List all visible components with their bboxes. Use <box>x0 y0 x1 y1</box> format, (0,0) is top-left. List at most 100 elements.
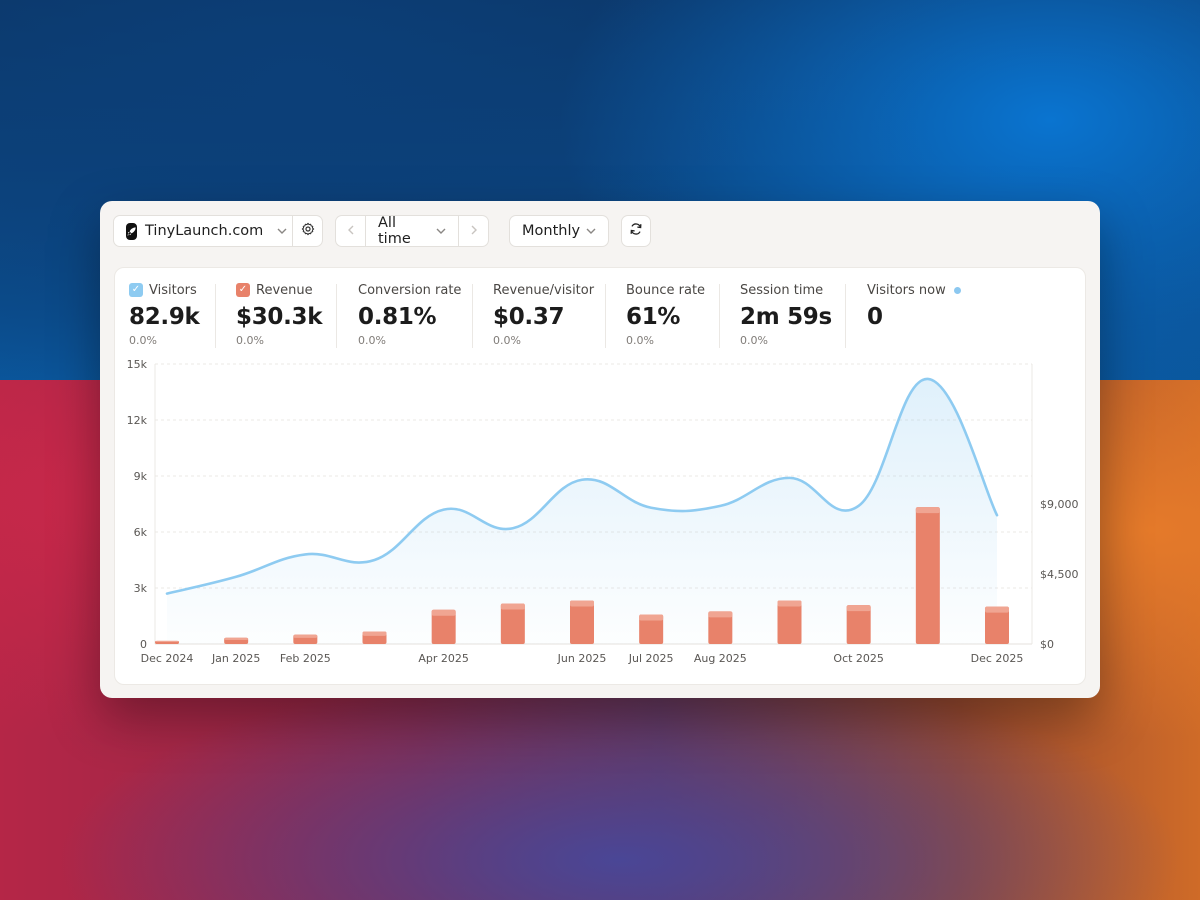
check-icon[interactable]: ✓ <box>129 283 143 297</box>
chevron-down-icon <box>436 226 446 237</box>
metric-session-time[interactable]: Session time 2m 59s 0.0% <box>719 282 845 352</box>
metric-label: Bounce rate <box>626 282 706 298</box>
revenue-bar-cap <box>224 637 249 640</box>
metric-label: Visitors <box>149 282 197 298</box>
revenue-bar-cap <box>985 606 1009 613</box>
revenue-bar <box>639 614 664 644</box>
check-icon[interactable]: ✓ <box>236 283 250 297</box>
chevron-right-icon <box>471 224 477 238</box>
metric-revenue-per-visitor[interactable]: Revenue/visitor $0.37 0.0% <box>472 282 605 352</box>
metric-value: 0 <box>867 304 883 330</box>
metric-label: Revenue <box>256 282 313 298</box>
x-tick-label: Jun 2025 <box>557 652 607 665</box>
chevron-left-icon <box>347 224 354 238</box>
metric-value: $0.37 <box>493 304 565 330</box>
date-range-selector[interactable]: All time <box>365 215 459 247</box>
revenue-bar-cap <box>639 614 664 621</box>
metric-label: Conversion rate <box>358 282 462 298</box>
revenue-bar <box>570 600 594 644</box>
revenue-bar-body <box>639 614 664 644</box>
revenue-bar-body <box>570 600 594 644</box>
revenue-bar <box>155 640 179 644</box>
left-tick-label: 0 <box>140 638 147 651</box>
x-tick-label: Aug 2025 <box>694 652 747 665</box>
left-tick-label: 6k <box>134 526 148 539</box>
revenue-bar <box>915 507 940 644</box>
metric-visitors[interactable]: ✓ Visitors 82.9k 0.0% <box>115 282 215 352</box>
metric-label-row: ✓ Visitors <box>129 282 215 298</box>
metric-change: 0.0% <box>626 334 654 347</box>
chevron-down-icon <box>277 226 287 237</box>
metric-label-row: ✓ Revenue <box>236 282 336 298</box>
revenue-bar-body <box>431 609 456 644</box>
metric-revenue[interactable]: ✓ Revenue $30.3k 0.0% <box>215 282 336 352</box>
revenue-bar-cap <box>915 507 940 514</box>
revenue-bar <box>224 637 249 644</box>
site-selector-group: TinyLaunch.com <box>113 215 323 247</box>
revenue-bar-body <box>500 603 525 644</box>
left-axis: 15k 12k 9k 6k 3k 0 <box>127 358 148 651</box>
metric-label: Revenue/visitor <box>493 282 595 298</box>
x-tick-label: Jan 2025 <box>211 652 260 665</box>
revenue-bar <box>500 603 525 644</box>
x-tick-label: Feb 2025 <box>280 652 331 665</box>
revenue-bar <box>293 634 318 644</box>
revenue-bar-cap <box>362 631 387 636</box>
revenue-bar-cap <box>846 605 871 612</box>
chevron-down-icon <box>586 226 596 237</box>
left-tick-label: 15k <box>127 358 148 371</box>
left-tick-label: 12k <box>127 414 148 427</box>
revenue-bar-cap <box>777 600 802 607</box>
revenue-bar-cap <box>500 603 525 610</box>
next-period-button[interactable] <box>459 215 489 247</box>
revenue-bar-cap <box>431 609 456 616</box>
date-range-label: All time <box>378 215 411 247</box>
metric-value: 2m 59s <box>740 304 832 330</box>
revenue-bar-body <box>708 611 733 644</box>
left-tick-label: 9k <box>134 470 148 483</box>
rocket-icon <box>126 222 137 240</box>
revenue-bars <box>155 507 1009 644</box>
interval-selector[interactable]: Monthly <box>509 215 609 247</box>
site-name: TinyLaunch.com <box>145 223 264 239</box>
right-tick-label: $0 <box>1040 638 1054 651</box>
visitors-line <box>165 377 999 595</box>
metric-value: 0.81% <box>358 304 437 330</box>
x-tick-label: Jul 2025 <box>628 652 674 665</box>
revenue-bar <box>777 600 802 644</box>
gear-icon <box>301 222 315 240</box>
metric-visitors-now[interactable]: Visitors now 0 <box>845 282 975 352</box>
revenue-bar-cap <box>570 600 594 607</box>
right-axis: $9,000 $4,500 $0 <box>1040 498 1079 651</box>
visitors-area <box>167 378 997 644</box>
x-axis: Dec 2024 Jan 2025 Feb 2025 Apr 2025 Jun 2025… <box>141 652 1024 665</box>
live-dot-icon <box>953 286 961 294</box>
refresh-button[interactable] <box>621 215 651 247</box>
metric-value: $30.3k <box>236 304 323 330</box>
metric-label: Visitors now <box>867 282 946 298</box>
metric-change: 0.0% <box>129 334 157 347</box>
revenue-bar-body <box>985 606 1009 644</box>
stats-panel: ✓ Visitors 82.9k 0.0% ✓ Revenue $30.3k 0… <box>114 267 1086 685</box>
metric-change: 0.0% <box>493 334 521 347</box>
metric-label-row: Visitors now <box>867 282 975 298</box>
revenue-bar <box>362 631 387 644</box>
revenue-bar <box>431 609 456 644</box>
x-tick-label: Apr 2025 <box>418 652 469 665</box>
site-settings-button[interactable] <box>293 215 323 247</box>
metric-change: 0.0% <box>236 334 264 347</box>
previous-period-button[interactable] <box>335 215 365 247</box>
date-range-group: All time <box>335 215 489 247</box>
revenue-bar-body <box>915 507 940 644</box>
site-selector[interactable]: TinyLaunch.com <box>113 215 293 247</box>
revenue-bar <box>846 605 871 644</box>
metrics-row: ✓ Visitors 82.9k 0.0% ✓ Revenue $30.3k 0… <box>115 282 975 352</box>
x-tick-label: Oct 2025 <box>833 652 884 665</box>
metric-bounce-rate[interactable]: Bounce rate 61% 0.0% <box>605 282 719 352</box>
revenue-bar-cap <box>293 634 318 638</box>
right-tick-label: $4,500 <box>1040 568 1079 581</box>
metric-value: 82.9k <box>129 304 200 330</box>
metric-conversion-rate[interactable]: Conversion rate 0.81% 0.0% <box>336 282 472 352</box>
revenue-bar-cap <box>708 611 733 618</box>
revenue-bar-body <box>777 600 802 644</box>
